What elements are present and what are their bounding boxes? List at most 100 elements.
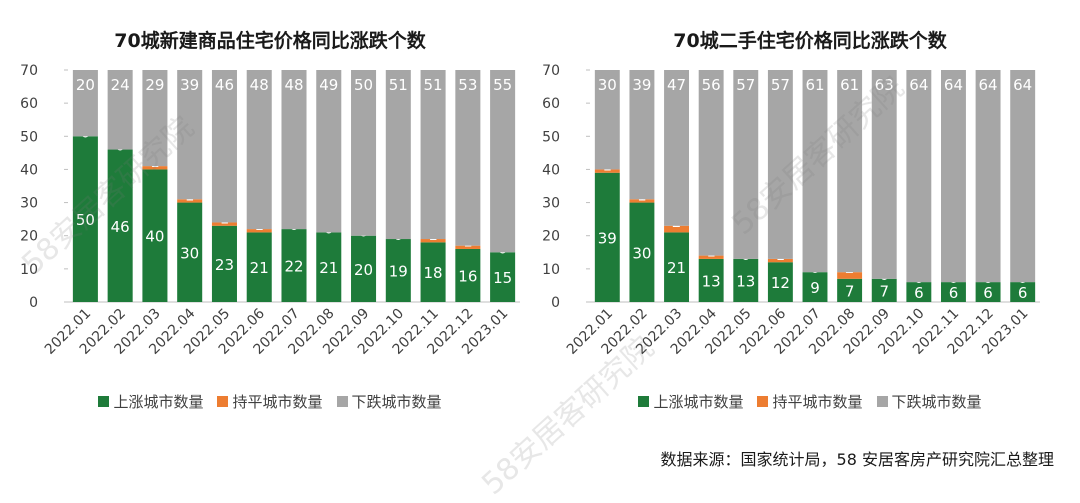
bar-segment-down [698,70,724,256]
bar-segment-up [72,136,98,302]
legend-item-up: 上涨城市数量 [98,391,203,412]
bar-segment-down [664,70,689,226]
legend-item-down: 下跌城市数量 [336,391,442,412]
data-label-down: 24 [111,76,130,94]
bar-segment-flat [246,229,272,233]
bar-segment-flat [767,258,793,263]
legend: 上涨城市数量 持平城市数量 下跌城市数量 [540,390,1080,412]
y-tick-label: 50 [20,129,38,145]
bar-segment-up [1010,282,1036,302]
data-label-down: 64 [979,76,998,94]
bar-segment-flat [664,225,689,233]
data-label-down: 57 [736,76,755,94]
data-label-up: 46 [111,218,130,236]
bar-segment-up [316,232,342,302]
data-label-up: 21 [250,259,269,277]
bar-segment-up [490,252,516,302]
legend-label-up: 上涨城市数量 [113,392,204,411]
bar-segment-down [420,70,446,240]
data-label-down: 48 [284,76,303,94]
data-label-up: 20 [354,261,373,279]
data-label-down: 39 [180,76,199,94]
y-tick-label: 20 [542,229,560,245]
data-label-down: 57 [771,76,790,94]
bar-segment-up [906,282,932,302]
bar-segment-down [975,70,1001,283]
bar-segment-up [594,172,620,302]
legend-swatch-flat [757,395,769,407]
bar-segment-flat [177,199,203,203]
y-tick-label: 30 [20,196,38,212]
legend-label-down: 下跌城市数量 [351,392,442,411]
y-tick-label: 60 [542,96,560,112]
bar-segment-flat [420,239,446,243]
data-label-up: 15 [493,269,512,287]
new-housing-bar-chart: 010203040506070500202022.01460242022.024… [20,63,520,358]
bar-segment-down [455,70,481,246]
data-label-up: 7 [845,282,855,300]
data-label-down: 29 [145,76,164,94]
data-label-down: 53 [458,76,477,94]
bar-segment-up [142,169,168,302]
data-label-down: 47 [667,76,686,94]
y-tick-label: 30 [542,196,560,212]
bar-segment-down [906,70,932,283]
data-label-down: 56 [702,76,721,94]
data-label-up: 21 [667,259,686,277]
bar-segment-down [211,70,237,223]
data-label-up: 6 [949,284,959,302]
y-tick-label: 50 [542,129,560,145]
data-label-down: 64 [1013,76,1032,94]
bar-segment-down [107,70,133,150]
bar-segment-up [767,262,793,302]
bar-segment-down [316,70,342,233]
data-label-down: 64 [944,76,963,94]
bar-segment-up [629,202,655,302]
data-label-up: 50 [76,211,95,229]
bar-segment-down [281,70,307,230]
y-tick-label: 0 [29,295,38,311]
data-label-down: 64 [909,76,928,94]
legend-label-flat: 持平城市数量 [772,392,863,411]
bar-segment-down [837,70,863,273]
data-label-up: 30 [180,244,199,262]
bar-segment-flat [594,169,620,173]
data-label-up: 12 [771,274,790,292]
legend-swatch-down [336,395,348,407]
data-label-down: 63 [875,76,894,94]
data-label-down: 39 [632,76,651,94]
legend-swatch-down [876,395,888,407]
data-label-down: 51 [389,76,408,94]
bar-segment-up [455,248,481,302]
bar-segment-down [802,70,828,273]
legend-label-flat: 持平城市数量 [232,392,323,411]
bar-segment-up [385,239,411,302]
bar-segment-flat [837,272,863,279]
bar-segment-up [211,225,237,302]
data-label-down: 55 [493,76,512,94]
legend-label-down: 下跌城市数量 [891,392,982,411]
legend-swatch-flat [217,395,229,407]
bar-segment-up [975,282,1001,302]
bar-segment-down [142,70,168,167]
bar-segment-down [177,70,203,200]
data-label-up: 6 [914,284,924,302]
data-label-up: 18 [424,264,443,282]
y-tick-label: 0 [551,295,560,311]
data-label-up: 6 [983,284,993,302]
bar-segment-flat [629,199,655,203]
legend-item-up: 上涨城市数量 [638,391,743,412]
legend-item-flat: 持平城市数量 [757,391,863,412]
data-label-up: 40 [145,228,164,246]
data-label-up: 23 [215,256,234,274]
bar-segment-up [837,278,863,302]
data-label-down: 20 [76,76,95,94]
bar-segment-up [698,258,724,302]
bar-segment-down [594,70,620,170]
new-housing-chart-panel: 70城新建商品住宅价格同比涨跌个数 0102030405060705002020… [0,0,540,420]
bar-segment-up [107,149,133,302]
y-tick-label: 60 [20,96,38,112]
bar-segment-down [767,70,793,259]
legend-item-flat: 持平城市数量 [217,391,323,412]
data-label-up: 13 [702,272,721,290]
